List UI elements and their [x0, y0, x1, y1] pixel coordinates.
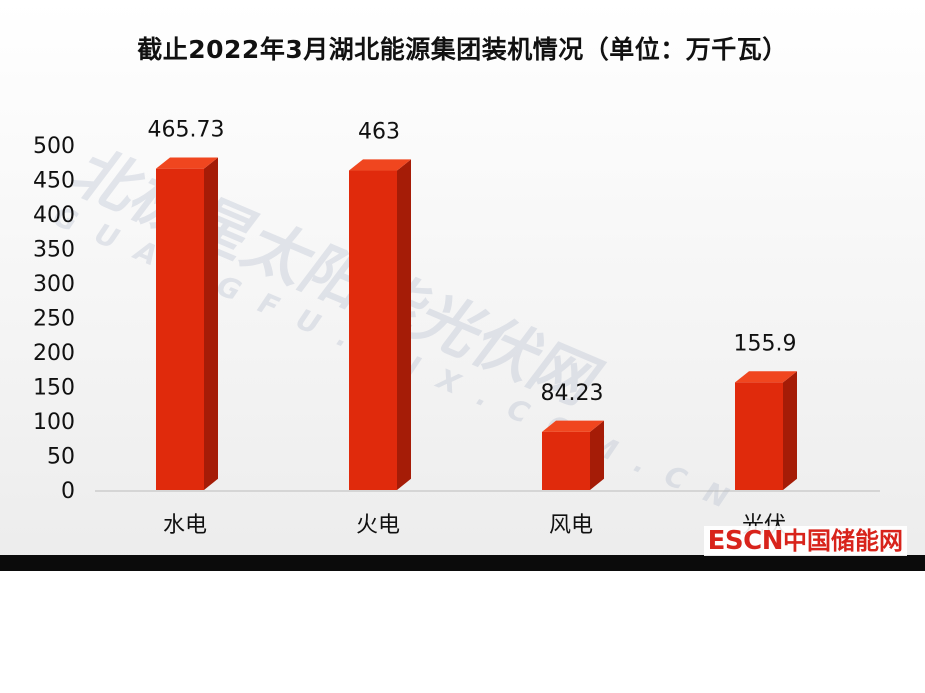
y-tick-label: 50 — [47, 445, 75, 470]
bar-chart: 0 50 100 150 200 250 300 350 400 450 500 465.73 水电 46… — [33, 118, 880, 538]
bar-side — [783, 371, 797, 490]
bar — [349, 170, 397, 490]
y-tick-label: 400 — [33, 203, 75, 228]
y-tick-label: 150 — [33, 376, 75, 401]
data-label: 465.73 — [148, 118, 225, 143]
y-tick-label: 500 — [33, 134, 75, 159]
y-tick-label: 0 — [61, 479, 75, 504]
bar-side — [397, 159, 411, 490]
y-tick-label: 450 — [33, 169, 75, 194]
bar-top — [542, 420, 604, 432]
bar — [156, 168, 204, 490]
bar-top — [156, 157, 218, 169]
logo-en: ESCN — [707, 526, 784, 556]
bar-side — [204, 157, 218, 491]
escn-logo: ESCN中国储能网 — [703, 526, 907, 556]
bar — [735, 382, 783, 490]
logo-cn: 中国储能网 — [783, 527, 903, 555]
data-label: 84.23 — [541, 381, 604, 406]
bar-side — [590, 420, 604, 490]
bar-top — [735, 371, 797, 383]
data-label: 155.9 — [734, 331, 797, 356]
y-tick-label: 350 — [33, 238, 75, 263]
y-tick-label: 250 — [33, 307, 75, 332]
data-label: 463 — [358, 120, 400, 145]
x-tick-label: 风电 — [549, 513, 593, 538]
bar-top — [349, 159, 411, 171]
bottom-strip — [0, 555, 925, 571]
chart-title: 截止2022年3月湖北能源集团装机情况（单位：万千瓦） — [137, 35, 788, 64]
bar — [542, 431, 590, 490]
x-tick-label: 火电 — [356, 513, 400, 538]
y-tick-label: 300 — [33, 272, 75, 297]
y-tick-label: 100 — [33, 410, 75, 435]
y-tick-label: 200 — [33, 341, 75, 366]
x-tick-label: 水电 — [163, 513, 207, 538]
